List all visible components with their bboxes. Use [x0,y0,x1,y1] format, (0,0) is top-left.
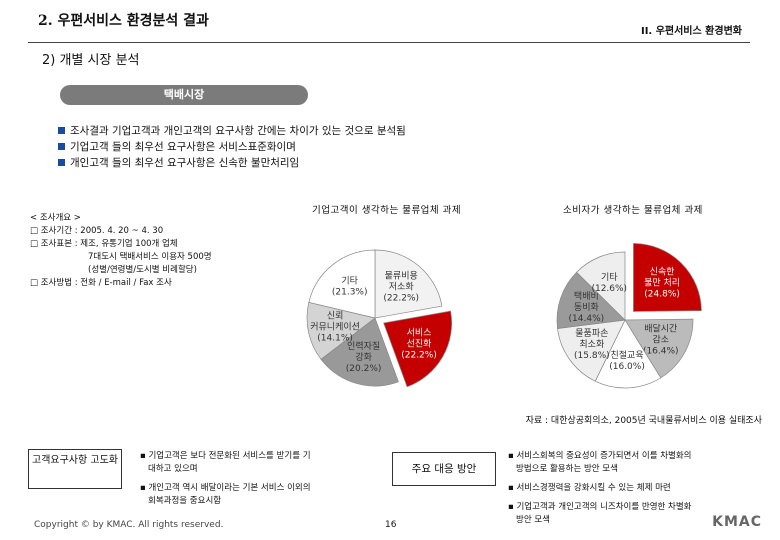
slice-value-label: (16.4%) [643,347,679,357]
slice-category-label: 친절교육 [610,349,643,361]
note-line: 회복과정을 중요시함 [148,496,222,506]
response-box: 주요 대응 방안 [392,452,496,486]
slice-category-label: 물품파손 [575,328,608,339]
bullet-item: 조사결과 기업고객과 개인고객의 요구사항 간에는 차이가 있는 것으로 분석됨 [58,123,406,138]
chart-title-consumer: 소비자가 생각하는 물류업체 과제 [563,205,703,216]
pie-slice [624,318,694,379]
slice-category-label: 강화 [355,352,372,363]
slice-category-label: 서비스 [407,327,432,338]
slice-category-label: 저소화 [389,282,414,293]
note-line: 방법으로 활용하는 방안 모색 [516,464,618,474]
slice-value-label: (21.3%) [332,287,368,297]
slice-category-label: 커뮤니케이션 [310,322,360,333]
sub-title: 2) 개별 시장 분석 [42,53,140,68]
slice-category-label: 기타 [601,272,618,283]
header-divider [28,42,750,43]
source-note: 자료 : 대한상공회의소, 2005년 국내물류서비스 이용 실태조사 [525,416,762,426]
slice-category-label: 불만 처리 [644,276,680,288]
pie-slice [374,249,443,319]
note-line: 대하고 있으며 [148,464,198,474]
copyright: Copyright © by KMAC. All rights reserved… [34,520,224,530]
left-notes: ▪ 기업고객은 보다 전문화된 서비스를 받기를 기 대하고 있으며 ▪ 개인고… [140,450,311,508]
section-label: II. 우편서비스 환경변화 [640,26,742,37]
slice-value-label: (24.8%) [644,289,680,299]
pie-slice [556,271,626,329]
note-line: ▪ 서비스회복의 중요성이 증가되면서 이를 차별화의 [508,451,692,461]
bullet-item: 개인고객 들의 최우선 요구사항은 신속한 불만처리임 [58,155,299,170]
bullet-text: 기업고객 들의 최우선 요구사항은 서비스표준화이며 [70,141,296,153]
slice-value-label: (22.2%) [383,294,419,304]
slice-value-label: (12.6%) [591,284,627,294]
slice-category-label: 인력자질 [347,340,380,352]
slice-value-label: (16.0%) [609,362,645,372]
slice-value-label: (22.2%) [401,350,437,360]
note-line: 방안 모색 [516,515,550,525]
pie-slice [383,310,453,388]
survey-heading: < 조사개요 > [30,213,81,223]
bullet-text: 조사결과 기업고객과 개인고객의 요구사항 간에는 차이가 있는 것으로 분석됨 [70,125,406,137]
page-title: 2. 우편서비스 환경분석 결과 [38,13,209,29]
slice-value-label: (14.4%) [569,314,605,324]
slice-category-label: 선진화 [407,338,432,349]
slice-value-label: (15.8%) [574,351,610,361]
slice-category-label: 기타 [341,275,358,286]
slice-category-label: 배달시간 [644,323,677,335]
pie-slice [594,319,662,389]
note-line: ▪ 서비스경쟁력을 강화시킬 수 있는 체제 마련 [508,483,671,493]
bullet-text: 개인고객 들의 최우선 요구사항은 신속한 불만처리임 [70,157,300,169]
square-bullet-icon [58,142,65,150]
market-tab: 택배시장 [60,85,308,105]
survey-line: □ 조사방법 : 전화 / E-mail / Fax 조사 [30,278,172,288]
pie-slice [557,319,626,382]
survey-overview: < 조사개요 > □ 조사기간 : 2005. 4. 20 ~ 4. 30 □ … [30,212,265,290]
bullet-item: 기업고객 들의 최우선 요구사항은 서비스표준화이며 [58,139,296,154]
note-line: ▪ 기업고객과 개인고객의 니즈차이를 반영한 차별화 [508,502,692,512]
right-notes: ▪ 서비스회복의 중요성이 증가되면서 이를 차별화의 방법으로 활용하는 방안… [508,450,692,527]
pie-slice [633,243,702,312]
slice-category-label: 신뢰 [327,311,344,322]
slice-category-label: 감소 [652,334,669,346]
pie-slice [576,251,626,321]
slice-category-label: 물류비용 [385,271,418,282]
chart-title-corporate: 기업고객이 생각하는 물류업체 과제 [312,205,462,216]
pie-slice [306,301,376,360]
square-bullet-icon [58,158,65,166]
page-number: 16 [385,520,397,530]
slice-category-label: 최소화 [579,339,604,350]
pie-slice [308,249,376,319]
survey-line: 7대도시 택배서비스 이용자 500명 [88,252,212,262]
square-bullet-icon [58,126,65,134]
survey-line: (성별/연령별/도시별 비례할당) [88,265,197,275]
note-line: ▪ 기업고객은 보다 전문화된 서비스를 받기를 기 [140,451,311,461]
slice-category-label: 동비화 [574,302,599,313]
note-line: ▪ 개인고객 역시 배달이라는 기본 서비스 이외의 [140,483,311,493]
pie-slice [320,317,399,387]
slice-value-label: (14.1%) [317,334,353,344]
survey-line: □ 조사기간 : 2005. 4. 20 ~ 4. 30 [30,226,164,236]
slice-value-label: (20.2%) [346,364,382,374]
slice-category-label: 신속한 [650,266,675,277]
slice-category-label: 택배비 [574,291,599,302]
survey-line: □ 조사표본 : 제조, 유통기업 100개 업체 [30,239,178,249]
customer-needs-box: 고객요구사항 고도화 [28,449,122,489]
kmac-logo: KMAC [712,514,762,530]
